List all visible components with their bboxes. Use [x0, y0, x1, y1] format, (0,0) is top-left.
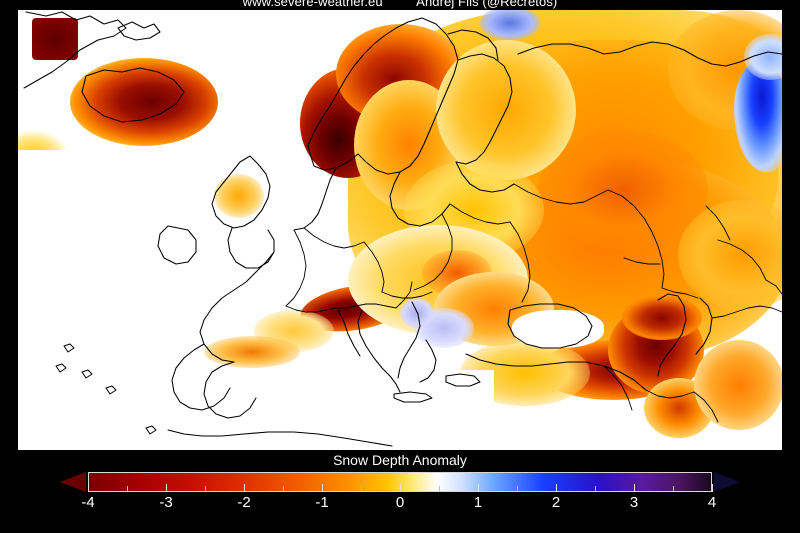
colorbar-tick-label: 1	[473, 494, 483, 511]
colorbar-tick-minor	[517, 486, 518, 491]
colorbar-tick-label: -4	[81, 494, 95, 511]
colorbar-tick-minor	[127, 486, 128, 491]
anomaly-norwegian-sea-positive	[480, 10, 540, 40]
colorbar-tick	[322, 484, 323, 492]
colorbar-tick-label: -1	[315, 494, 329, 511]
colorbar-tick-label: 0	[395, 494, 405, 511]
colorbar-tick	[244, 484, 245, 492]
colorbar-tick-label: 2	[551, 494, 561, 511]
map-plot-area	[18, 10, 782, 450]
colorbar-extend-low-arrow	[60, 472, 86, 492]
colorbar-tick-label: -2	[237, 494, 251, 511]
colorbar-extend-high-arrow	[714, 472, 740, 492]
sea-mask-north-atlantic	[18, 150, 168, 230]
anomaly-volga	[538, 130, 708, 250]
author-credit: Andrej Flis (@Recretos)	[416, 0, 558, 9]
colorbar-tick	[556, 484, 557, 492]
colorbar-tick-label: 3	[629, 494, 639, 511]
colorbar-tick-minor	[673, 486, 674, 491]
colorbar-tick-minor	[439, 486, 440, 491]
colorbar-tick	[166, 484, 167, 492]
sea-mask-atlantic	[18, 200, 204, 450]
colorbar-tick-minor	[361, 486, 362, 491]
anomaly-pyrenees	[204, 336, 300, 368]
website-credit: www.severe-weather.eu	[242, 0, 383, 9]
colorbar-tick-minor	[595, 486, 596, 491]
colorbar-tick-label: -3	[159, 494, 173, 511]
colorbar-tick	[88, 484, 89, 492]
sea-mask-mediterranean	[194, 370, 494, 450]
colorbar-tick-minor	[205, 486, 206, 491]
anomaly-barents-positive	[744, 34, 782, 80]
anomaly-field	[18, 10, 782, 450]
colorbar-title: Snow Depth Anomaly	[333, 452, 467, 468]
colorbar-tick	[712, 484, 713, 492]
colorbar-panel: Snow Depth Anomaly -4 -3 -2 -1 0 1 2 3 4	[0, 450, 800, 533]
colorbar-tick-minor	[283, 486, 284, 491]
sea-mask-black-sea	[512, 310, 604, 348]
colorbar-tick	[478, 484, 479, 492]
colorbar-tick	[634, 484, 635, 492]
credit-banner: www.severe-weather.eu Andrej Flis (@Recr…	[0, 0, 800, 10]
coastline-overlay	[18, 10, 782, 450]
anomaly-caucasus	[622, 296, 702, 340]
colorbar-tick-label: 4	[707, 494, 717, 511]
anomaly-scotland	[214, 174, 264, 218]
colorbar-tick	[400, 484, 401, 492]
anomaly-zagros	[694, 340, 782, 430]
anomaly-kazakhstan	[678, 200, 782, 310]
anomaly-greenland	[32, 18, 78, 60]
